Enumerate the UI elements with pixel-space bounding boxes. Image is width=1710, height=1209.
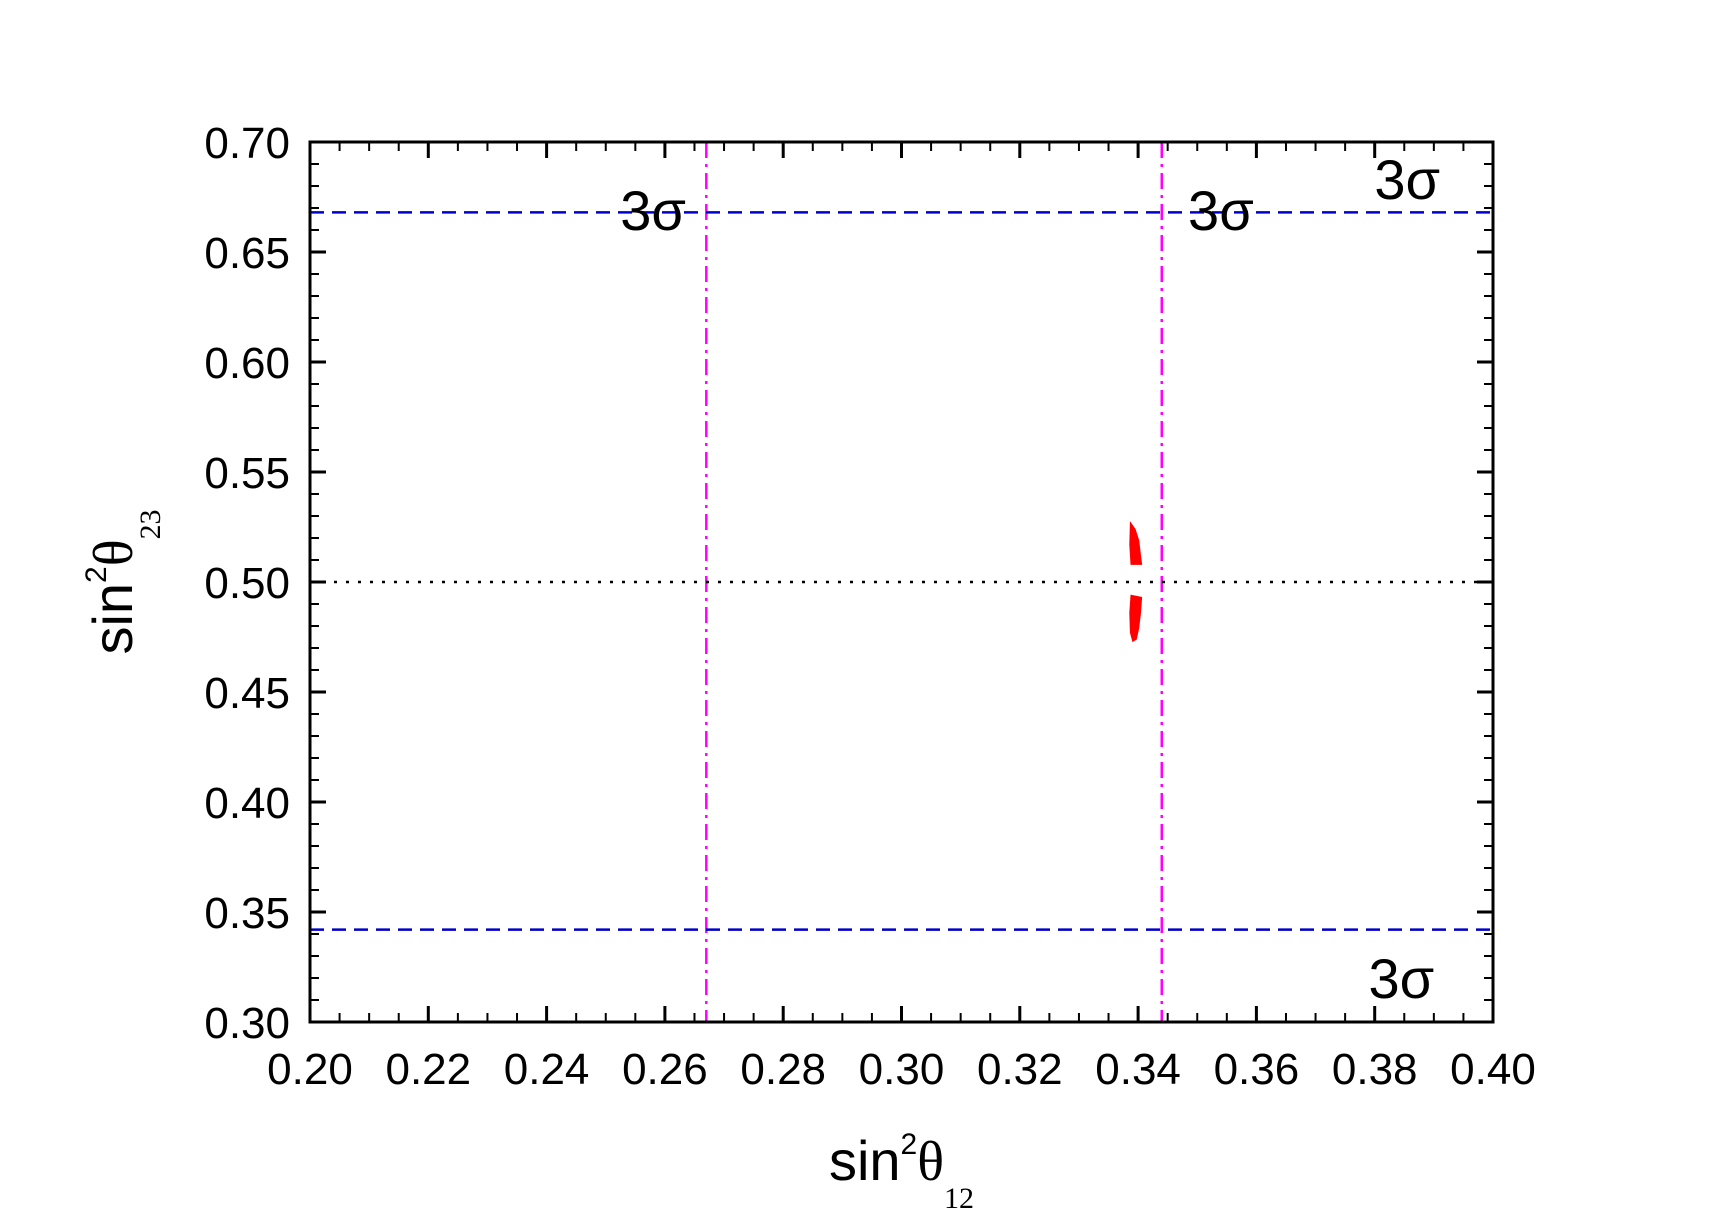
- y-tick-label: 0.40: [204, 779, 290, 828]
- data-regions: [1129, 521, 1143, 643]
- x-tick-label: 0.34: [1095, 1045, 1181, 1094]
- x-tick-label: 0.38: [1332, 1045, 1418, 1094]
- minor-ticks: [310, 142, 1493, 1022]
- sigma-label: 3σ: [1368, 947, 1434, 1010]
- x-tick-labels: 0.20 0.22 0.24 0.26 0.28 0.30 0.32 0.34 0.36 0.38…: [267, 1045, 1536, 1094]
- x-tick-label: 0.32: [977, 1045, 1063, 1094]
- y-axis-title-main: sin: [81, 583, 144, 655]
- x-tick-label: 0.30: [859, 1045, 945, 1094]
- y-axis-title-sup: 2: [80, 566, 113, 583]
- plot-frame: [308, 140, 1495, 1024]
- major-ticks: [308, 140, 1495, 1024]
- x-tick-label: 0.24: [504, 1045, 590, 1094]
- y-tick-label: 0.65: [204, 229, 290, 278]
- allowed-region-upper: [1129, 521, 1143, 565]
- y-tick-labels: 0.30 0.35 0.40 0.45 0.50 0.55 0.60 0.65 0.70: [204, 119, 290, 1048]
- allowed-region-lower: [1129, 594, 1143, 643]
- sigma-label: 3σ: [1374, 148, 1440, 211]
- y-tick-label: 0.60: [204, 339, 290, 388]
- x-tick-label: 0.22: [385, 1045, 471, 1094]
- y-tick-label: 0.35: [204, 889, 290, 938]
- x-axis-title-main: sin: [829, 1129, 901, 1192]
- x-tick-label: 0.36: [1214, 1045, 1300, 1094]
- y-tick-label: 0.50: [204, 559, 290, 608]
- x-axis-title-sub: 12: [944, 1182, 974, 1209]
- reference-lines: [310, 142, 1493, 1022]
- x-axis-title-symbol: θ: [917, 1131, 944, 1193]
- sigma-label: 3σ: [1188, 179, 1254, 242]
- x-tick-label: 0.28: [740, 1045, 826, 1094]
- y-axis-title-sub: 23: [134, 509, 167, 539]
- y-tick-label: 0.70: [204, 119, 290, 168]
- x-axis-title: sin2θ12: [829, 1128, 974, 1209]
- y-axis-title: sin2θ23: [80, 509, 167, 654]
- sigma-label: 3σ: [620, 179, 686, 242]
- x-tick-label: 0.26: [622, 1045, 708, 1094]
- x-axis-title-sup: 2: [901, 1128, 918, 1161]
- y-tick-label: 0.30: [204, 999, 290, 1048]
- x-tick-label: 0.40: [1450, 1045, 1536, 1094]
- y-tick-label: 0.55: [204, 449, 290, 498]
- sigma-labels: 3σ 3σ 3σ 3σ: [620, 148, 1440, 1010]
- x-tick-label: 0.20: [267, 1045, 353, 1094]
- y-axis-title-symbol: θ: [83, 539, 145, 566]
- y-tick-label: 0.45: [204, 669, 290, 718]
